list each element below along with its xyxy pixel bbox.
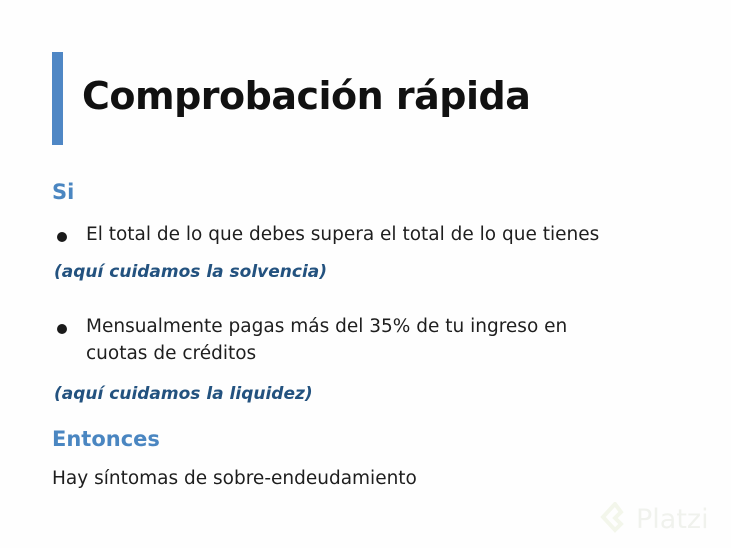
bullet-text-2-line-1: Mensualmente pagas más del 35% de tu ing…: [86, 316, 568, 337]
bullet-text-1: El total de lo que debes supera el total…: [86, 224, 600, 245]
title-accent-bar: [52, 52, 63, 145]
bullet-icon: [57, 232, 67, 242]
page-title: Comprobación rápida: [82, 74, 531, 118]
bullet-note-2: (aquí cuidamos la liquidez): [54, 384, 313, 404]
platzi-logo-icon: [600, 502, 624, 533]
bullet-text-2-line-2: cuotas de créditos: [86, 343, 257, 364]
conclusion-text: Hay síntomas de sobre-endeudamiento: [52, 468, 417, 489]
platzi-watermark: Platzi: [600, 502, 709, 536]
bullet-note-1: (aquí cuidamos la solvencia): [54, 262, 328, 282]
bullet-icon: [57, 324, 67, 334]
heading-if: Si: [52, 180, 75, 204]
heading-then: Entonces: [52, 427, 160, 451]
watermark-text: Platzi: [636, 503, 709, 535]
